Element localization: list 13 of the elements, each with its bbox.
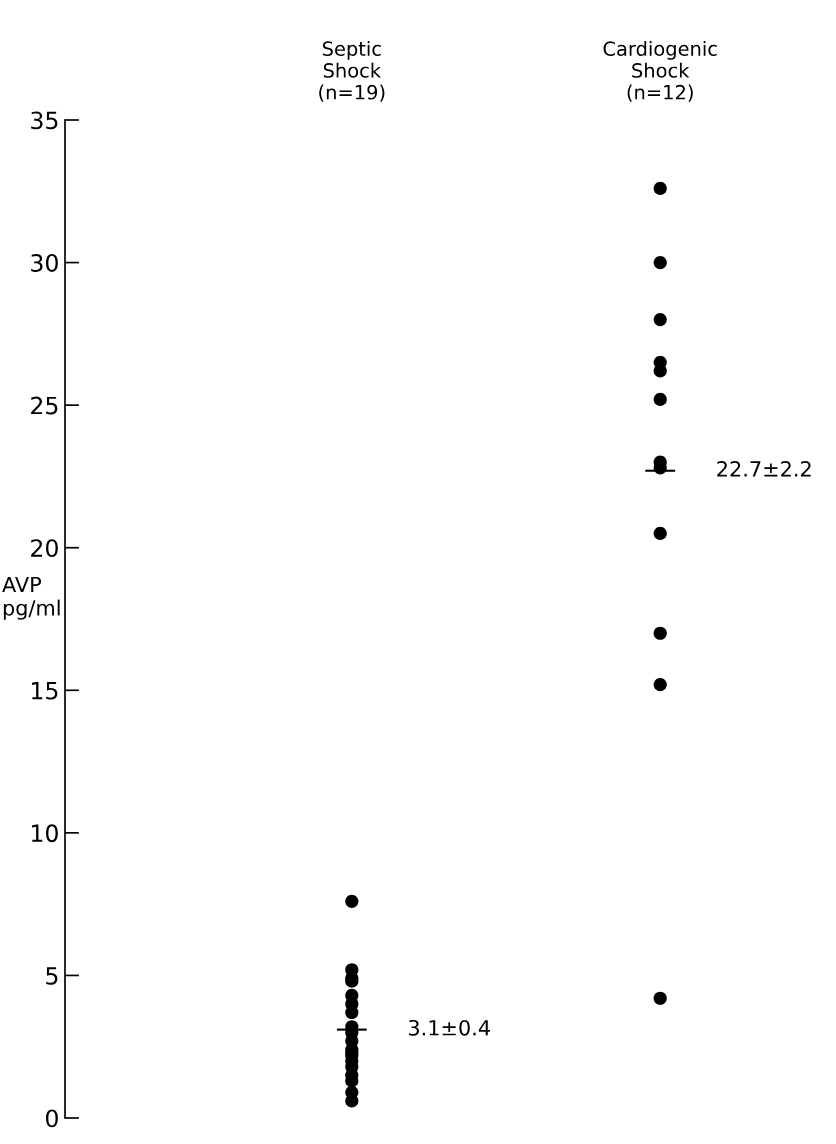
- y-tick-label: 20: [31, 539, 58, 558]
- annotation: 3.1±0.4: [408, 1019, 490, 1036]
- y-tick-label: 0: [45, 1109, 58, 1128]
- annotation: 22.7±2.2: [717, 461, 811, 477]
- x-tick-label: Septic Shock (n=19): [319, 40, 385, 102]
- y-tick-label: 10: [31, 824, 58, 843]
- x-tick-label: Cardiogenic Shock (n=12): [603, 40, 717, 102]
- y-tick-label: 25: [31, 396, 58, 415]
- y-tick-label: 30: [31, 254, 58, 272]
- y-tick-label: 35: [31, 111, 58, 130]
- y-tick-label: 5: [46, 967, 58, 985]
- y-tick-label: 15: [31, 682, 58, 700]
- y-axis-title: AVP pg/ml: [2, 576, 60, 620]
